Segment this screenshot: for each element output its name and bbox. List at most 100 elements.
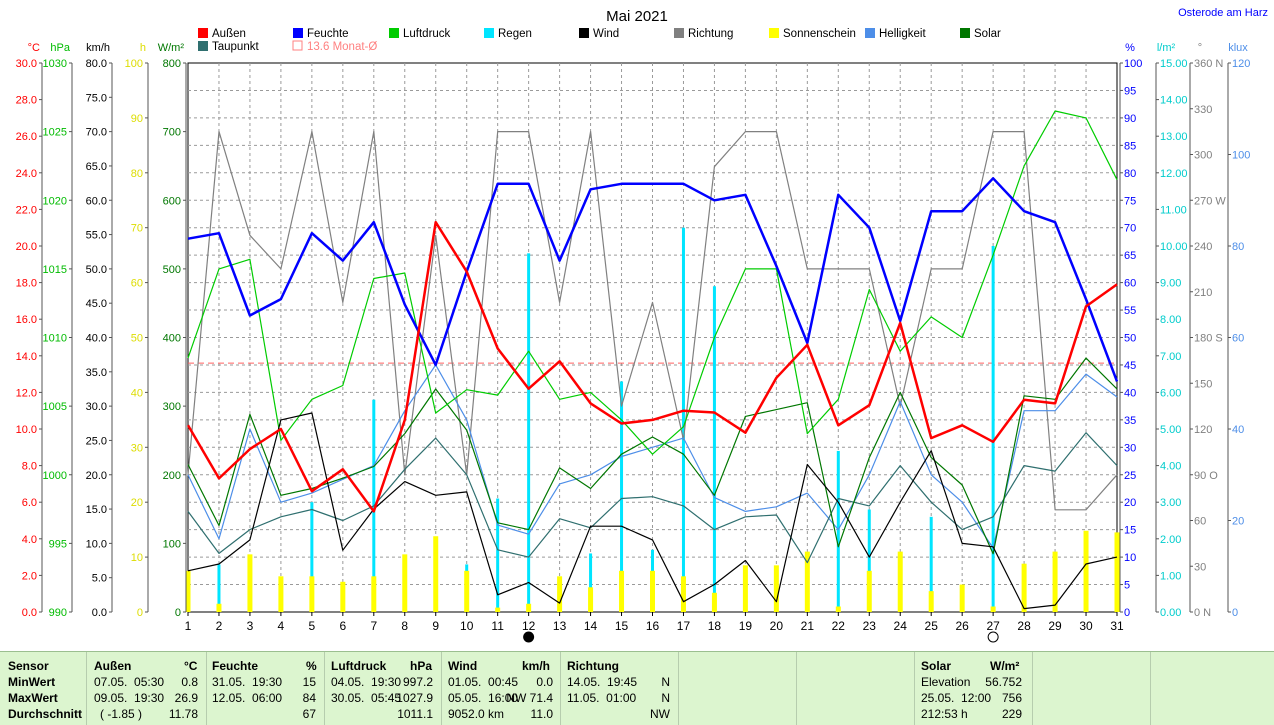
rain-bar bbox=[681, 227, 685, 612]
right-axis-tick-label: 80 bbox=[1124, 168, 1136, 180]
sunshine-bar bbox=[464, 570, 470, 612]
group-title-luftdruck: Luftdruck bbox=[331, 659, 387, 673]
right-axis-tick-label: 180 S bbox=[1194, 333, 1223, 345]
left-axis-tick-label: 0 bbox=[175, 607, 181, 619]
wind-max-time: 05.05. 16:00 bbox=[448, 691, 519, 705]
right-axis-tick-label: 95 bbox=[1124, 85, 1136, 97]
left-axis-tick-label: 2.0 bbox=[22, 570, 37, 582]
wind-distance: 9052.0 km bbox=[448, 707, 505, 721]
right-axis-tick-label: 0 N bbox=[1194, 607, 1211, 619]
left-axis-tick-label: 400 bbox=[163, 333, 181, 345]
sunshine-bar bbox=[742, 565, 748, 612]
left-axis-tick-label: 20.0 bbox=[86, 470, 107, 482]
legend-label: Regen bbox=[498, 28, 532, 40]
aussen-min-value: 0.8 bbox=[181, 675, 198, 689]
left-axis-tick-label: 1020 bbox=[43, 195, 67, 207]
right-axis-tick-label: 65 bbox=[1124, 250, 1136, 262]
series-line-solar bbox=[187, 357, 1118, 555]
rain-bar bbox=[527, 253, 531, 612]
sunshine-bar bbox=[371, 576, 377, 612]
right-axis-tick-label: 4.00 bbox=[1160, 461, 1181, 473]
left-axis-tick-label: 1025 bbox=[43, 127, 67, 139]
x-tick-label: 6 bbox=[339, 619, 346, 633]
left-axis-tick-label: 500 bbox=[163, 264, 181, 276]
aussen-avg-note: ( -1.85 ) bbox=[100, 707, 143, 721]
left-axis-tick-label: 700 bbox=[163, 127, 181, 139]
sunshine-bar bbox=[1114, 532, 1120, 612]
group-title-aussen: Außen bbox=[94, 659, 132, 673]
aussen-avg-value: 11.78 bbox=[168, 707, 198, 721]
left-axis-tick-label: 6.0 bbox=[22, 497, 37, 509]
right-axis-tick-label: 90 bbox=[1124, 113, 1136, 125]
legend-swatch bbox=[865, 28, 875, 38]
sunshine-bar bbox=[711, 592, 717, 612]
legend-label: Helligkeit bbox=[879, 28, 926, 40]
right-axis-tick-label: 210 bbox=[1194, 287, 1212, 299]
left-axis-tick-label: 8.0 bbox=[22, 461, 37, 473]
legend-swatch bbox=[293, 28, 303, 38]
aussen-max-value: 26.9 bbox=[174, 691, 198, 705]
sunshine-bar bbox=[278, 576, 284, 612]
legend-label: Wind bbox=[593, 28, 619, 40]
left-axis-tick-label: 50.0 bbox=[86, 264, 107, 276]
feuchte-min-value: 15 bbox=[302, 675, 316, 689]
sunshine-bar bbox=[216, 603, 222, 612]
left-axis-tick-label: 90 bbox=[131, 113, 143, 125]
x-tick-label: 23 bbox=[863, 619, 877, 633]
left-axis-tick-label: 80 bbox=[131, 168, 143, 180]
series-line-richtung bbox=[187, 131, 1118, 511]
x-tick-label: 22 bbox=[832, 619, 846, 633]
left-axis-tick-label: 1000 bbox=[43, 470, 67, 482]
left-axis-tick-label: 5.0 bbox=[92, 573, 107, 585]
left-axis-tick-label: 1030 bbox=[43, 58, 67, 70]
left-axis-tick-label: 70 bbox=[131, 223, 143, 235]
left-axis-tick-label: 10 bbox=[131, 552, 143, 564]
left-axis-tick-label: 15.0 bbox=[86, 504, 107, 516]
legend-label: Taupunkt bbox=[212, 41, 259, 53]
rain-bar bbox=[929, 516, 933, 612]
right-axis-tick-label: 270 W bbox=[1194, 195, 1226, 207]
chart-title: Mai 2021 bbox=[606, 8, 668, 25]
x-tick-label: 28 bbox=[1017, 619, 1031, 633]
right-axis-tick-label: 15.00 bbox=[1160, 58, 1188, 70]
richtung-min-time: 14.05. 19:45 bbox=[567, 675, 638, 689]
sunshine-bar bbox=[557, 576, 563, 612]
right-axis-tick-label: 50 bbox=[1124, 333, 1136, 345]
legend-swatch bbox=[769, 28, 779, 38]
x-tick-label: 8 bbox=[401, 619, 408, 633]
left-axis-tick-label: 14.0 bbox=[16, 351, 37, 363]
solar-hours: 212:53 h bbox=[921, 707, 968, 721]
richtung-max-time: 11.05. 01:00 bbox=[567, 691, 637, 705]
x-tick-label: 10 bbox=[460, 619, 474, 633]
aussen-max-time: 09.05. 19:30 bbox=[94, 691, 165, 705]
right-axis-tick-label: 14.00 bbox=[1160, 95, 1188, 107]
right-axis-tick-label: 240 bbox=[1194, 241, 1212, 253]
location-label: Osterode am Harz bbox=[1178, 7, 1268, 19]
right-axis-tick-label: 100 bbox=[1232, 150, 1250, 162]
series-line-auen bbox=[186, 220, 1118, 513]
legend-swatch bbox=[198, 28, 208, 38]
series-line-luftdruck bbox=[187, 110, 1118, 455]
sunshine-bar bbox=[185, 570, 191, 612]
x-axis: 1 2 3 4 5 6 7 8 9 10 11 12 13 14 15 16 17 18 19 20 21 22 23 24 2… bbox=[185, 612, 1124, 633]
rain-bar bbox=[589, 553, 593, 612]
x-tick-label: 7 bbox=[370, 619, 377, 633]
right-axes: %100959085807570656055504540353025201510… bbox=[1119, 42, 1250, 619]
x-tick-label: 29 bbox=[1048, 619, 1062, 633]
sunshine-bar bbox=[650, 570, 655, 612]
sunshine-bar bbox=[1083, 530, 1089, 612]
legend-label: Sonnenschein bbox=[783, 28, 856, 40]
right-axis-tick-label: 90 O bbox=[1194, 470, 1218, 482]
legend-label: 13.6 Monat-Ø bbox=[307, 41, 377, 53]
left-axis-tick-label: 35.0 bbox=[86, 367, 107, 379]
left-axis-tick-label: 10.0 bbox=[16, 424, 37, 436]
right-axis-unit: klux bbox=[1228, 42, 1248, 54]
left-axis-tick-label: 12.0 bbox=[16, 387, 37, 399]
right-axis-tick-label: 13.00 bbox=[1160, 131, 1188, 143]
rain-bar bbox=[991, 246, 995, 612]
right-axis-tick-label: 45 bbox=[1124, 360, 1136, 372]
group-unit-feuchte: % bbox=[306, 659, 317, 673]
left-axis-tick-label: 30 bbox=[131, 442, 143, 454]
left-axis-tick-label: 50 bbox=[131, 333, 143, 345]
sunshine-bar bbox=[959, 584, 965, 612]
